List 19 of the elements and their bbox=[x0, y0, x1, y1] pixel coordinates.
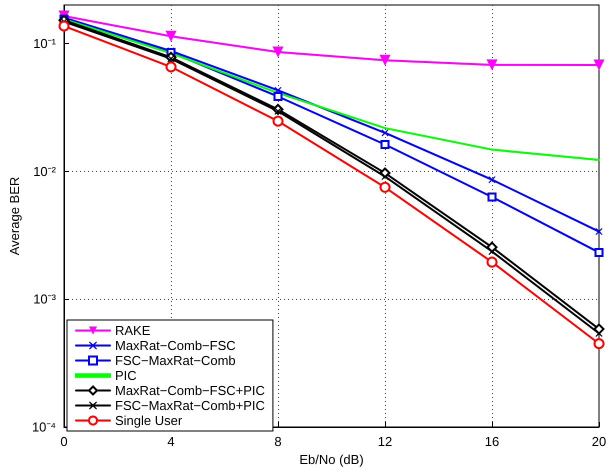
x-tick-label: 20 bbox=[592, 434, 606, 449]
y-tick-label: 10⁻³ bbox=[33, 292, 57, 307]
legend-label: Single User bbox=[115, 413, 183, 428]
legend-label: MaxRat−Comb−FSC bbox=[115, 338, 236, 353]
x-axis-title: Eb/No (dB) bbox=[299, 452, 364, 467]
x-tick-label: 16 bbox=[484, 434, 500, 449]
x-tick-label: 4 bbox=[167, 434, 175, 449]
legend-label: RAKE bbox=[115, 323, 151, 338]
x-tick-label: 12 bbox=[378, 434, 392, 449]
y-tick-label: 10⁻² bbox=[33, 164, 57, 179]
y-axis-title: Average BER bbox=[7, 176, 22, 256]
legend-label: FSC−MaxRat−Comb+PIC bbox=[115, 398, 265, 413]
legend-label: PIC bbox=[115, 368, 137, 383]
legend-label: MaxRat−Comb−FSC+PIC bbox=[115, 383, 265, 398]
y-tick-label: 10⁻⁴ bbox=[32, 420, 56, 434]
x-tick-label: 0 bbox=[60, 434, 68, 449]
legend-label: FSC−MaxRat−Comb bbox=[115, 353, 236, 368]
x-tick-label: 8 bbox=[274, 434, 282, 449]
y-tick-label: 10⁻¹ bbox=[33, 36, 57, 51]
